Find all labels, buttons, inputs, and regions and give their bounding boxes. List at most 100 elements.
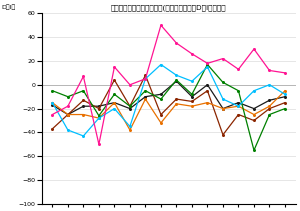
Y-axis label: D・I値: D・I値 bbox=[1, 4, 16, 9]
建設業 bbox=[175, 103, 178, 105]
製造業 bbox=[252, 119, 256, 122]
小売業 bbox=[97, 117, 101, 119]
全業種 bbox=[221, 107, 225, 110]
サービス業 bbox=[51, 113, 54, 116]
卸売業 bbox=[51, 89, 54, 92]
小売業 bbox=[51, 101, 54, 104]
小売業 bbox=[128, 125, 132, 128]
サービス業 bbox=[252, 48, 256, 50]
Line: 卸売業: 卸売業 bbox=[51, 63, 286, 152]
卸売業 bbox=[221, 81, 225, 84]
全業種 bbox=[112, 101, 116, 104]
全業種 bbox=[237, 101, 240, 104]
卸売業 bbox=[252, 149, 256, 151]
製造業 bbox=[268, 107, 271, 110]
小売業 bbox=[66, 129, 70, 131]
全業種 bbox=[252, 107, 256, 110]
全業種 bbox=[66, 113, 70, 116]
建設業 bbox=[190, 105, 194, 107]
Line: 全業種: 全業種 bbox=[51, 80, 286, 116]
製造業 bbox=[283, 101, 287, 104]
小売業 bbox=[221, 98, 225, 100]
小売業 bbox=[237, 105, 240, 107]
卸売業 bbox=[190, 93, 194, 96]
サービス業 bbox=[112, 66, 116, 68]
サービス業 bbox=[283, 72, 287, 74]
製造業 bbox=[144, 74, 147, 77]
サービス業 bbox=[144, 78, 147, 80]
建設業 bbox=[237, 105, 240, 107]
小売業 bbox=[112, 107, 116, 110]
全業種 bbox=[268, 99, 271, 101]
建設業 bbox=[283, 89, 287, 92]
建設業 bbox=[97, 117, 101, 119]
サービス業 bbox=[221, 57, 225, 60]
卸売業 bbox=[206, 63, 209, 66]
建設業 bbox=[66, 113, 70, 116]
サービス業 bbox=[66, 105, 70, 107]
建設業 bbox=[51, 101, 54, 104]
小売業 bbox=[82, 135, 85, 137]
製造業 bbox=[97, 107, 101, 110]
建設業 bbox=[252, 113, 256, 116]
全業種 bbox=[283, 95, 287, 98]
小売業 bbox=[268, 84, 271, 86]
製造業 bbox=[112, 79, 116, 81]
製造業 bbox=[82, 99, 85, 101]
全業種 bbox=[175, 80, 178, 83]
サービス業 bbox=[97, 143, 101, 146]
建設業 bbox=[206, 101, 209, 104]
全業種 bbox=[128, 107, 132, 110]
建設業 bbox=[112, 101, 116, 104]
全業種 bbox=[51, 104, 54, 106]
全業種 bbox=[82, 105, 85, 107]
卸売業 bbox=[112, 93, 116, 96]
サービス業 bbox=[237, 68, 240, 70]
建設業 bbox=[144, 98, 147, 100]
全業種 bbox=[190, 95, 194, 98]
卸売業 bbox=[283, 107, 287, 110]
建設業 bbox=[128, 129, 132, 131]
卸売業 bbox=[97, 114, 101, 117]
製造業 bbox=[66, 113, 70, 116]
卸売業 bbox=[144, 89, 147, 92]
建設業 bbox=[268, 105, 271, 107]
製造業 bbox=[237, 113, 240, 116]
建設業 bbox=[221, 107, 225, 110]
全業種 bbox=[97, 105, 101, 107]
小売業 bbox=[252, 89, 256, 92]
小売業 bbox=[175, 74, 178, 77]
卸売業 bbox=[159, 98, 163, 100]
小売業 bbox=[283, 93, 287, 96]
卸売業 bbox=[82, 89, 85, 92]
サービス業 bbox=[82, 75, 85, 78]
建設業 bbox=[159, 122, 163, 124]
製造業 bbox=[175, 98, 178, 100]
全業種 bbox=[144, 95, 147, 98]
製造業 bbox=[159, 113, 163, 116]
卸売業 bbox=[237, 89, 240, 92]
小売業 bbox=[144, 78, 147, 80]
卸売業 bbox=[66, 95, 70, 98]
卸売業 bbox=[128, 105, 132, 107]
卸売業 bbox=[268, 113, 271, 116]
製造業 bbox=[206, 89, 209, 92]
Line: サービス業: サービス業 bbox=[51, 24, 286, 146]
製造業 bbox=[51, 128, 54, 130]
小売業 bbox=[206, 66, 209, 68]
小売業 bbox=[190, 80, 194, 83]
Line: 小売業: 小売業 bbox=[51, 63, 286, 138]
Line: 建設業: 建設業 bbox=[51, 89, 286, 131]
サービス業 bbox=[268, 69, 271, 72]
製造業 bbox=[221, 134, 225, 136]
サービス業 bbox=[175, 42, 178, 44]
製造業 bbox=[128, 105, 132, 107]
サービス業 bbox=[128, 84, 132, 86]
Line: 製造業: 製造業 bbox=[51, 74, 286, 136]
サービス業 bbox=[190, 53, 194, 55]
サービス業 bbox=[206, 62, 209, 65]
卸売業 bbox=[175, 79, 178, 81]
製造業 bbox=[190, 100, 194, 103]
建設業 bbox=[82, 113, 85, 116]
全業種 bbox=[206, 84, 209, 86]
